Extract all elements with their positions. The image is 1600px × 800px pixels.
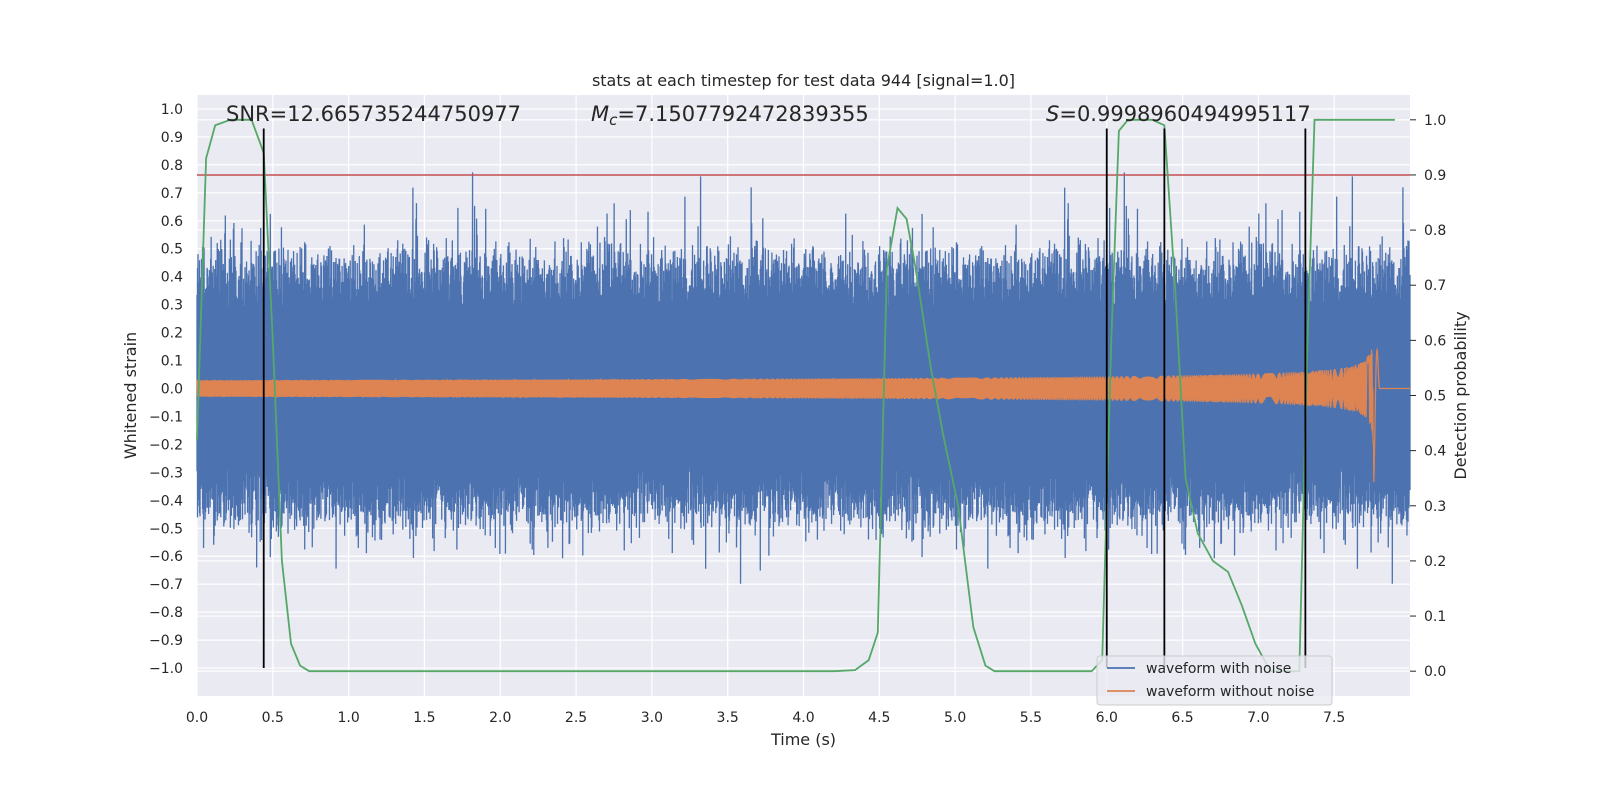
y-tick-label: −1.0 — [149, 661, 183, 677]
y2-tick-label: 1.0 — [1424, 113, 1446, 129]
legend-entry-noise: waveform with noise — [1146, 661, 1291, 677]
snr-annotation: SNR=12.665735244750977 — [226, 102, 521, 126]
x-tick-label: 6.5 — [1171, 710, 1193, 726]
event-lines — [262, 128, 1307, 669]
s-annotation: S=0.9998960494995117 — [1046, 102, 1311, 126]
x-tick-label: 1.0 — [337, 710, 359, 726]
y2-tick-label: 0.9 — [1424, 168, 1446, 184]
y2-tick-label: 0.5 — [1424, 389, 1446, 405]
y2-tick-label: 0.2 — [1424, 554, 1446, 570]
y-tick-label: 0.7 — [161, 186, 183, 202]
y-tick-label: −0.4 — [149, 493, 183, 509]
y2-tick-label: 0.8 — [1424, 223, 1446, 239]
x-tick-label: 4.5 — [868, 710, 890, 726]
right-axis-ticks: 0.0 0.1 0.2 0.3 0.4 0.5 0.6 0.7 0.8 0.9 1.0 — [1410, 113, 1446, 680]
chirp-mass-annotation: Mc=7.1507792472839355 — [591, 102, 869, 129]
y-tick-label: 0.3 — [161, 298, 183, 314]
x-tick-label: 3.0 — [641, 710, 663, 726]
probability-series — [196, 118, 1395, 673]
y2-tick-label: 0.4 — [1424, 444, 1446, 460]
legend: waveform with noise waveform without noi… — [1096, 655, 1333, 706]
y-tick-label: 0.2 — [161, 326, 183, 342]
y-tick-label: 0.8 — [161, 158, 183, 174]
chart-title: stats at each timestep for test data 944… — [592, 71, 1015, 90]
x-tick-label: 0.5 — [262, 710, 284, 726]
x-tick-label: 5.0 — [944, 710, 966, 726]
x-tick-label: 7.5 — [1323, 710, 1345, 726]
y2-axis-label: Detection probability — [1451, 311, 1470, 479]
y-tick-label: 1.0 — [161, 102, 183, 118]
x-axis-label: Time (s) — [770, 730, 836, 749]
clean-trace — [196, 347, 1410, 483]
mc-subscript: c — [609, 111, 618, 129]
y2-tick-label: 0.0 — [1424, 664, 1446, 680]
y-tick-label: −0.2 — [149, 437, 183, 453]
y-tick-label: −0.3 — [149, 465, 183, 481]
mc-value: =7.1507792472839355 — [617, 102, 868, 126]
y-tick-label: 0.9 — [161, 130, 183, 146]
y-tick-label: 0.4 — [161, 270, 183, 286]
y2-tick-label: 0.6 — [1424, 333, 1446, 349]
y-tick-label: 0.1 — [161, 354, 183, 370]
y2-tick-label: 0.7 — [1424, 278, 1446, 294]
s-value: =0.9998960494995117 — [1059, 102, 1310, 126]
x-axis-ticks: 0.0 0.5 1.0 1.5 2.0 2.5 3.0 3.5 4.0 4.5 5.0 5.5 6.0 6… — [186, 710, 1345, 726]
x-tick-label: 1.5 — [413, 710, 435, 726]
y-tick-label: 0.5 — [161, 242, 183, 258]
y-tick-label: −0.5 — [149, 521, 183, 537]
x-tick-label: 3.5 — [717, 710, 739, 726]
y-tick-label: −0.1 — [149, 409, 183, 425]
legend-entry-clean: waveform without noise — [1146, 684, 1314, 700]
y-tick-label: 0.0 — [161, 382, 183, 398]
y-tick-label: −0.9 — [149, 633, 183, 649]
y-tick-label: −0.7 — [149, 577, 183, 593]
x-tick-label: 5.5 — [1020, 710, 1042, 726]
x-tick-label: 6.0 — [1096, 710, 1118, 726]
x-tick-label: 0.0 — [186, 710, 208, 726]
y2-tick-label: 0.1 — [1424, 609, 1446, 625]
clean-series — [196, 347, 1410, 483]
x-tick-label: 4.0 — [792, 710, 814, 726]
x-tick-label: 2.0 — [489, 710, 511, 726]
y-tick-label: 0.6 — [161, 214, 183, 230]
probability-trace — [196, 118, 1395, 673]
y-axis-label: Whitened strain — [121, 332, 140, 459]
x-tick-label: 7.0 — [1247, 710, 1269, 726]
left-axis-ticks: −1.0 −0.9 −0.8 −0.7 −0.6 −0.5 −0.4 −0.3 −0.2 −0.1… — [149, 102, 183, 677]
s-symbol: S — [1046, 102, 1059, 126]
y-tick-label: −0.8 — [149, 605, 183, 621]
legend-box — [1096, 655, 1333, 706]
y2-tick-label: 0.3 — [1424, 499, 1446, 515]
x-tick-label: 2.5 — [565, 710, 587, 726]
mc-symbol: M — [591, 102, 609, 126]
y-tick-label: −0.6 — [149, 549, 183, 565]
